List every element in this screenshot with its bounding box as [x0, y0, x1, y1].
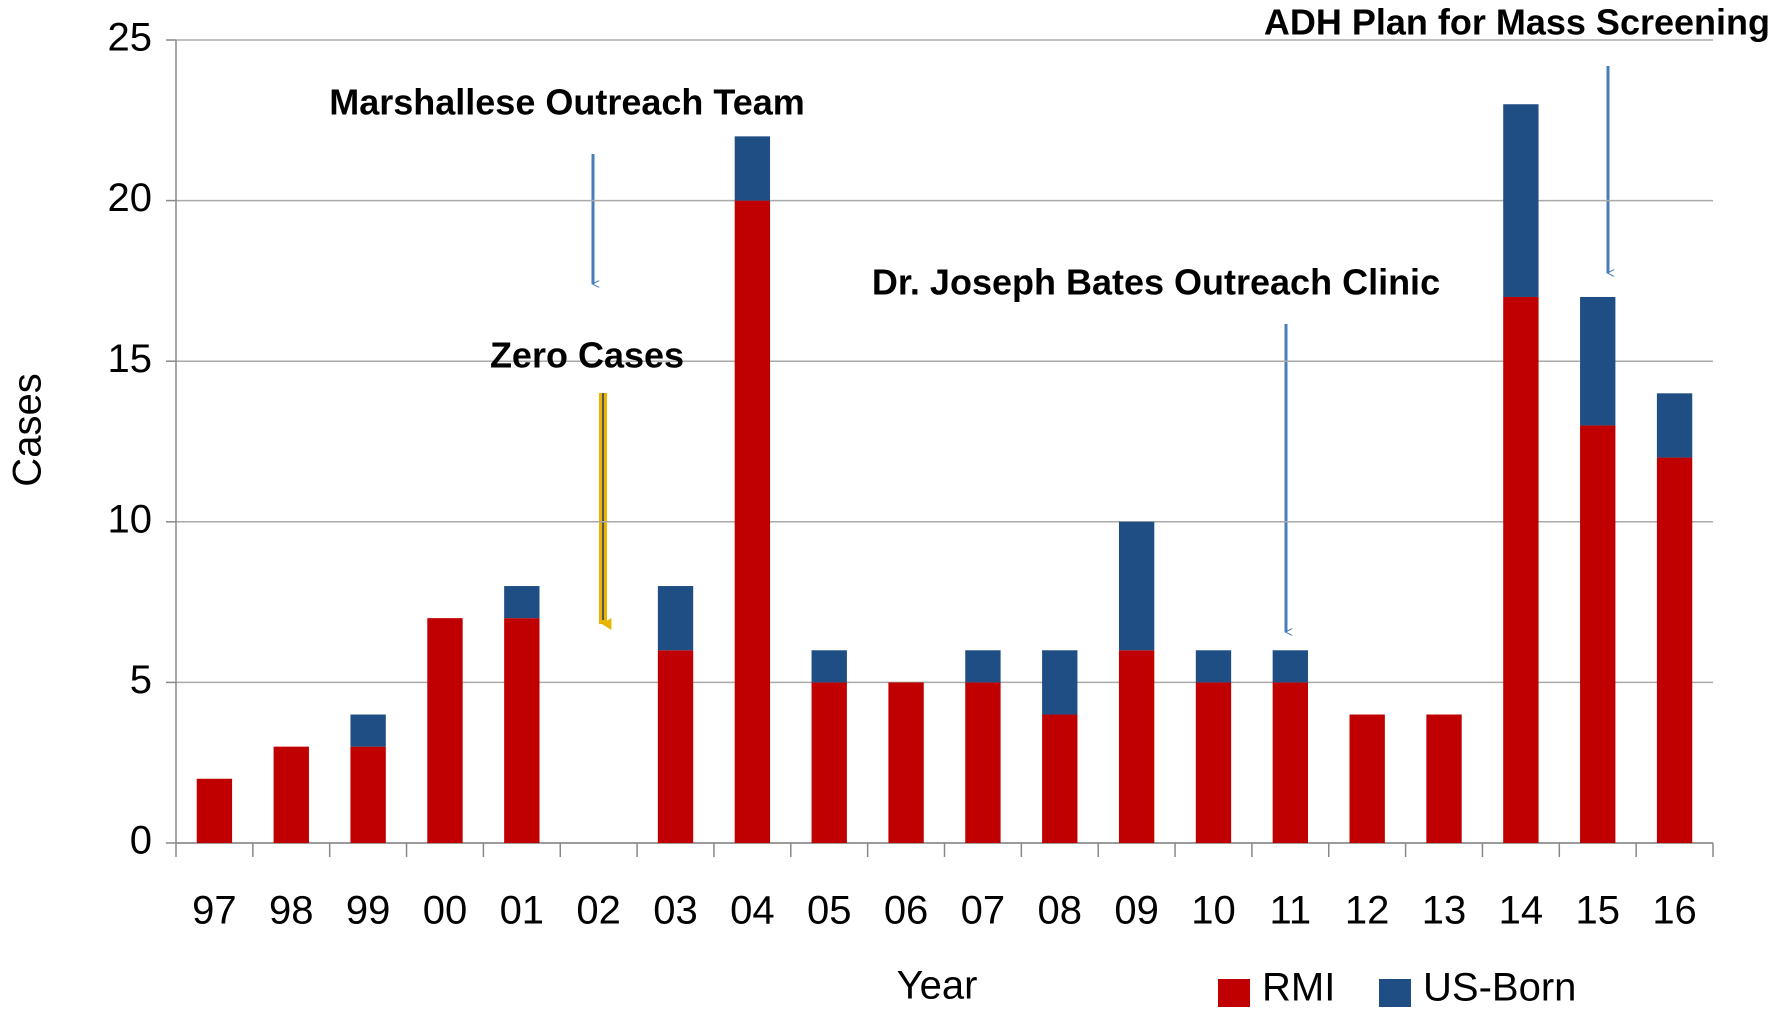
bar	[1503, 296, 1539, 844]
legend-swatch	[1218, 979, 1250, 1007]
legend-label: US-Born	[1423, 966, 1576, 1010]
x-tick-label: 12	[1345, 889, 1390, 933]
bar	[1272, 682, 1309, 843]
bar	[1503, 104, 1539, 297]
bar	[427, 618, 463, 843]
bar	[811, 682, 847, 843]
bar	[196, 778, 233, 843]
y-tick-label: 0	[130, 819, 152, 863]
x-tick-label: 09	[1114, 889, 1159, 933]
bar	[1118, 650, 1155, 843]
x-tick-label: 02	[576, 889, 621, 933]
x-tick-label: 06	[884, 889, 929, 933]
bar	[1349, 714, 1385, 843]
annotation: ADH Plan for Mass Screening	[1264, 2, 1770, 43]
bar	[1195, 682, 1232, 843]
annotation: Zero Cases	[490, 335, 684, 376]
x-tick-label: 97	[192, 889, 237, 933]
bar	[657, 650, 694, 843]
y-tick-label: 20	[108, 176, 153, 220]
x-tick-label: 00	[423, 889, 468, 933]
bar	[965, 650, 1001, 683]
bar	[734, 200, 771, 844]
bar	[1580, 425, 1616, 843]
bar	[504, 586, 540, 619]
bar	[1656, 457, 1693, 843]
bar	[734, 136, 771, 201]
x-tick-label: 07	[961, 889, 1006, 933]
bar	[504, 618, 540, 843]
bar	[888, 682, 924, 843]
y-tick-label: 10	[108, 497, 153, 541]
x-tick-label: 10	[1191, 889, 1236, 933]
x-tick-label: 15	[1575, 889, 1620, 933]
bar	[1118, 521, 1155, 651]
bar	[1656, 393, 1693, 458]
bar	[1426, 714, 1462, 843]
y-tick-label: 5	[130, 658, 152, 702]
bar	[1042, 650, 1078, 715]
y-tick-label: 25	[108, 16, 153, 60]
bar	[965, 682, 1001, 843]
x-tick-label: 99	[346, 889, 391, 933]
bar	[1272, 650, 1309, 683]
x-tick-label: 03	[653, 889, 698, 933]
x-tick-label: 13	[1422, 889, 1467, 933]
bar	[273, 746, 309, 843]
bar	[1042, 714, 1078, 843]
bar	[350, 714, 386, 747]
x-axis-label: Year	[897, 964, 978, 1008]
annotation-arrows	[593, 66, 1608, 632]
x-tick-label: 08	[1038, 889, 1083, 933]
x-tick-label: 11	[1270, 889, 1312, 933]
y-axis-label: Cases	[6, 373, 50, 486]
bar	[1195, 650, 1232, 683]
legend-label: RMI	[1262, 966, 1335, 1010]
x-tick-label: 14	[1499, 889, 1544, 933]
legend-swatch	[1379, 979, 1411, 1007]
x-tick-label: 05	[807, 889, 852, 933]
annotation: Marshallese Outreach Team	[329, 82, 805, 123]
y-tick-label: 15	[108, 337, 153, 381]
bar	[657, 586, 694, 651]
x-tick-label: 98	[269, 889, 314, 933]
annotation: Dr. Joseph Bates Outreach Clinic	[872, 262, 1440, 303]
bar	[350, 746, 386, 843]
x-tick-label: 16	[1652, 889, 1697, 933]
x-tick-label: 04	[730, 889, 775, 933]
bar	[1580, 296, 1616, 426]
x-tick-label: 01	[500, 889, 545, 933]
bar	[811, 650, 847, 683]
